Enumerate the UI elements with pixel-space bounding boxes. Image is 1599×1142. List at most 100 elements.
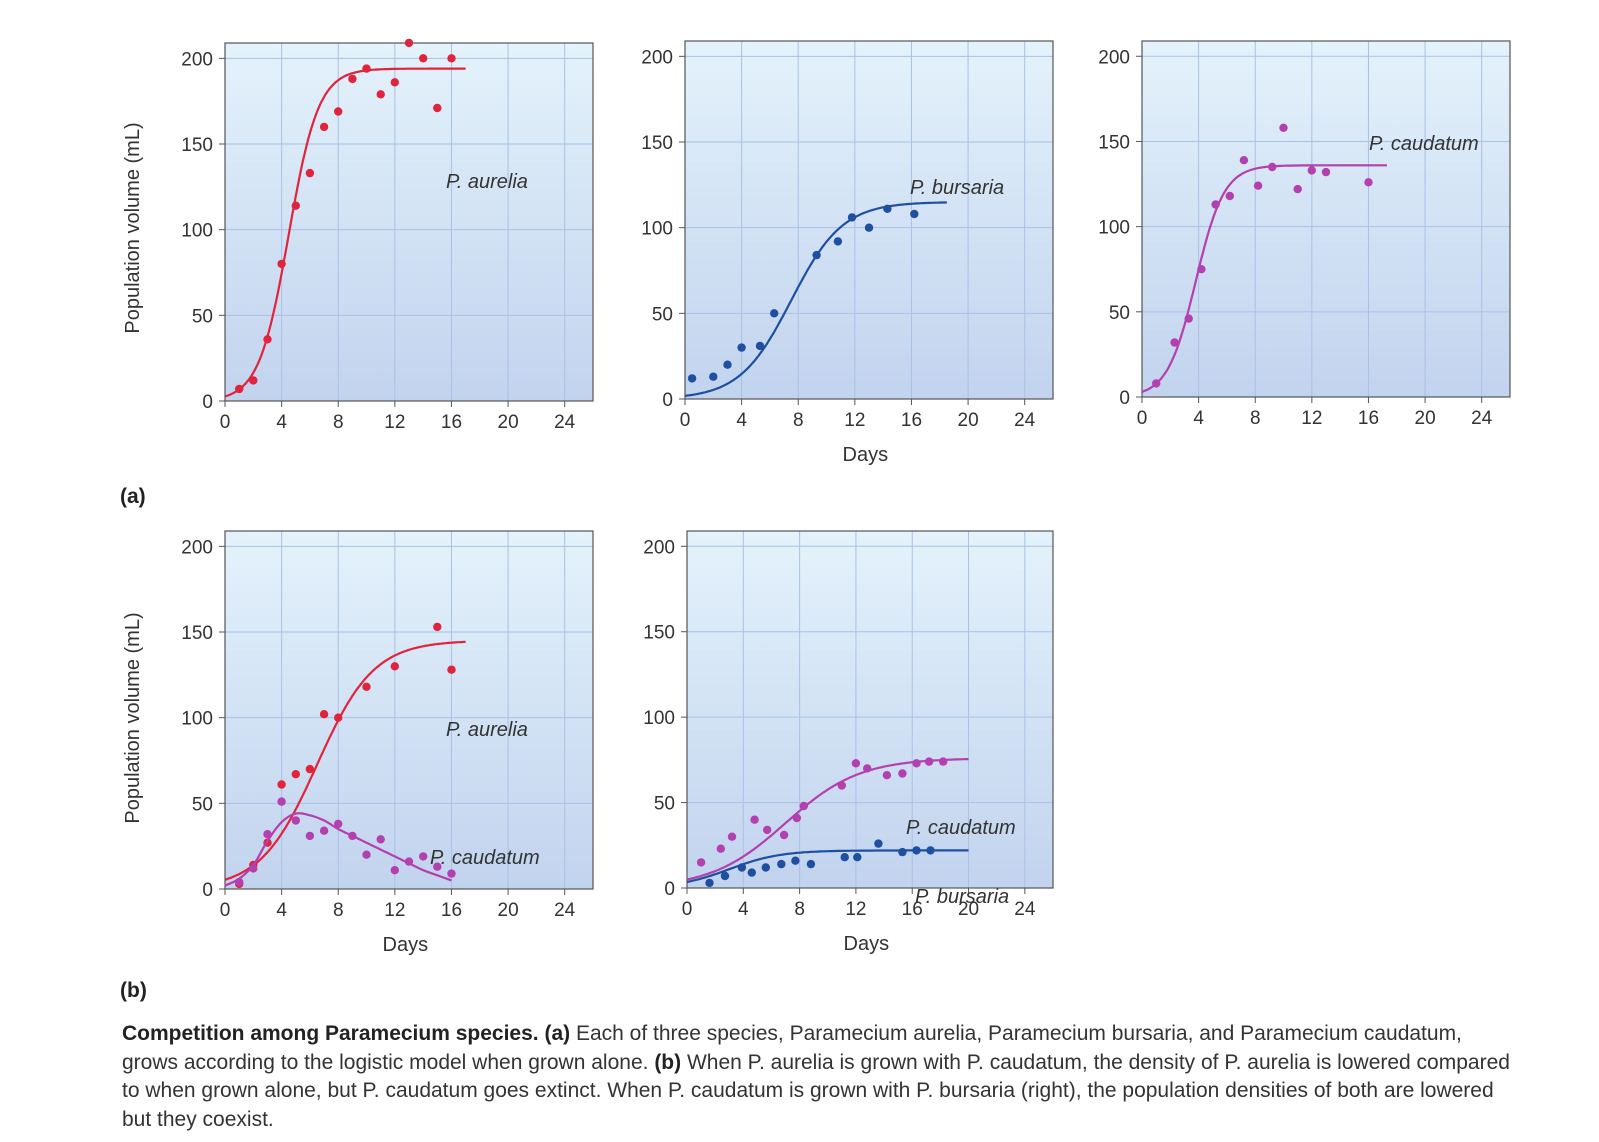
data-point-p-caudatum bbox=[235, 877, 244, 887]
data-point-p-bursaria bbox=[883, 204, 892, 213]
data-point-p-caudatum bbox=[716, 844, 725, 853]
data-point-p-bursaria bbox=[709, 372, 718, 381]
x-tick-label: 4 bbox=[276, 412, 287, 433]
x-tick-label: 24 bbox=[554, 900, 576, 921]
data-point-p-caudatum bbox=[249, 864, 258, 873]
y-axis-title-b: Population volume (mL) bbox=[122, 612, 144, 823]
data-point-p-caudatum bbox=[291, 816, 300, 825]
data-point-p-aurelia bbox=[362, 682, 371, 691]
x-tick-label: 16 bbox=[902, 899, 923, 920]
x-tick-label: 12 bbox=[845, 899, 866, 920]
data-point-p-caudatum bbox=[924, 757, 934, 766]
chart-caudatum-with-bursaria: 0 4 8 12 16 20 24 0 50 100 150 200 Days bbox=[643, 530, 1054, 955]
data-point-p-caudatum bbox=[1279, 123, 1288, 132]
plot-area bbox=[225, 531, 593, 889]
data-point-p-aurelia bbox=[291, 770, 300, 779]
y-tick-label: 150 bbox=[181, 135, 213, 156]
data-point-p-bursaria bbox=[926, 846, 935, 855]
x-tick-label: 0 bbox=[682, 899, 693, 920]
data-point-p-caudatum bbox=[362, 850, 371, 859]
y-tick-label: 50 bbox=[1109, 303, 1130, 324]
x-tick-label: 20 bbox=[498, 412, 519, 433]
data-point-p-aurelia bbox=[348, 74, 357, 84]
data-point-p-caudatum bbox=[863, 764, 872, 773]
x-tick-label: 4 bbox=[736, 410, 747, 431]
data-point-p-bursaria bbox=[777, 859, 786, 869]
x-tick-label: 0 bbox=[220, 900, 231, 921]
data-point-p-aurelia bbox=[319, 710, 329, 719]
x-tick-label: 24 bbox=[1471, 408, 1493, 429]
data-point-p-aurelia bbox=[433, 103, 442, 113]
chart-p-caudatum-alone: 0 4 8 12 16 20 24 0 50 100 150 200 bbox=[1098, 40, 1511, 429]
plot-area bbox=[685, 41, 1053, 399]
panel-letter-b: (b) bbox=[120, 979, 147, 1002]
x-tick-label: 24 bbox=[1014, 410, 1036, 431]
data-point-p-aurelia bbox=[390, 78, 399, 87]
y-tick-label: 100 bbox=[643, 708, 675, 729]
data-point-p-caudatum bbox=[277, 797, 286, 806]
y-tick-label: 0 bbox=[662, 390, 673, 411]
y-axis-title-a: Population volume (mL) bbox=[122, 122, 144, 333]
x-tick-label: 12 bbox=[384, 900, 405, 921]
x-tick-label: 8 bbox=[333, 412, 344, 433]
y-tick-label: 50 bbox=[654, 794, 675, 815]
x-tick-label: 4 bbox=[1193, 408, 1204, 429]
data-point-p-aurelia bbox=[447, 54, 456, 63]
series-label-a2-bursaria: P. bursaria bbox=[910, 177, 1004, 199]
data-point-p-bursaria bbox=[833, 237, 843, 246]
chart-p-aurelia-alone: 0 4 8 12 16 20 24 0 50 100 150 200 bbox=[181, 38, 594, 433]
data-point-p-caudatum bbox=[792, 813, 801, 823]
data-point-p-caudatum bbox=[319, 826, 329, 835]
caption-a-text: Each of three species, Paramecium aureli… bbox=[122, 1022, 1462, 1074]
data-point-p-aurelia bbox=[319, 122, 329, 132]
x-tick-label: 12 bbox=[1301, 408, 1322, 429]
y-tick-label: 0 bbox=[202, 880, 213, 901]
data-point-p-aurelia bbox=[362, 64, 371, 73]
x-tick-label: 8 bbox=[333, 900, 344, 921]
y-tick-label: 200 bbox=[181, 537, 213, 558]
data-point-p-bursaria bbox=[791, 856, 800, 865]
figure-caption: Competition among Paramecium species. (a… bbox=[122, 1020, 1522, 1134]
curve-p-caudatum bbox=[224, 812, 452, 887]
data-point-p-bursaria bbox=[910, 209, 919, 219]
y-tick-label: 50 bbox=[192, 794, 213, 815]
chart-p-bursaria-alone: 0 4 8 12 16 20 24 0 50 100 150 200 Days bbox=[641, 40, 1054, 466]
x-tick-label: 16 bbox=[1358, 408, 1379, 429]
y-tick-label: 200 bbox=[641, 47, 673, 68]
y-tick-label: 50 bbox=[192, 306, 213, 327]
data-point-p-caudatum bbox=[882, 771, 892, 780]
caption-b-marker: (b) bbox=[654, 1050, 682, 1074]
data-point-p-caudatum bbox=[1253, 181, 1263, 190]
plot-frame bbox=[224, 530, 594, 890]
data-point-p-caudatum bbox=[1321, 167, 1331, 177]
x-tick-label: 4 bbox=[738, 899, 749, 920]
data-point-p-bursaria bbox=[723, 360, 732, 369]
data-point-p-bursaria bbox=[806, 859, 816, 869]
data-point-p-caudatum bbox=[305, 831, 315, 841]
data-point-p-bursaria bbox=[812, 250, 821, 260]
chart-aurelia-with-caudatum: 0 4 8 12 16 20 24 0 50 100 150 200 Days bbox=[181, 530, 594, 956]
series-label-a3-caudatum: P. caudatum bbox=[1369, 133, 1479, 155]
x-tick-label: 16 bbox=[441, 900, 462, 921]
x-tick-label: 20 bbox=[958, 899, 979, 920]
data-point-p-caudatum bbox=[1170, 338, 1179, 347]
data-point-p-caudatum bbox=[433, 862, 442, 871]
x-tick-label: 20 bbox=[498, 900, 519, 921]
data-point-p-bursaria bbox=[737, 343, 746, 352]
data-point-p-caudatum bbox=[763, 825, 772, 835]
y-tick-label: 0 bbox=[1119, 388, 1130, 409]
data-point-p-caudatum bbox=[939, 757, 948, 766]
data-point-p-aurelia bbox=[390, 662, 399, 671]
y-tick-label: 0 bbox=[664, 879, 675, 900]
data-point-p-aurelia bbox=[305, 764, 315, 774]
data-point-p-caudatum bbox=[404, 857, 414, 866]
data-point-p-bursaria bbox=[874, 839, 883, 848]
y-tick-label: 100 bbox=[181, 221, 213, 242]
data-point-p-caudatum bbox=[419, 852, 428, 861]
x-tick-label: 8 bbox=[793, 410, 804, 431]
plot-frame bbox=[686, 530, 1054, 889]
curve-p-aurelia bbox=[224, 640, 466, 881]
data-point-p-caudatum bbox=[1211, 200, 1220, 209]
y-tick-label: 200 bbox=[643, 537, 675, 558]
data-point-p-caudatum bbox=[1239, 156, 1249, 165]
